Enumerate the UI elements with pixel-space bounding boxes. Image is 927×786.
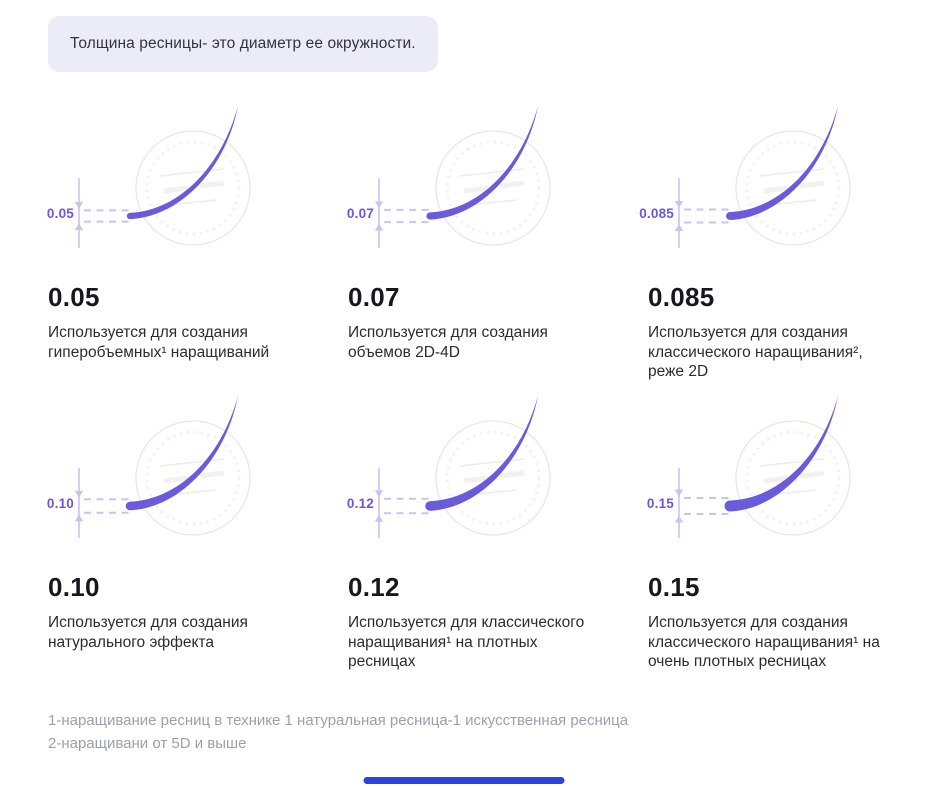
measure-arrow-down-icon <box>74 201 84 209</box>
thickness-description: Используется для создания классического … <box>648 324 863 381</box>
thickness-card-0085: 0.085 <box>639 90 927 381</box>
thickness-card-010: 0.10 <box>47 380 328 670</box>
lash-stroke <box>130 396 238 511</box>
lash-base-cap <box>125 501 135 511</box>
lash-stroke <box>430 396 538 511</box>
thickness-card-012: 0.12 <box>347 380 628 671</box>
header-note: Толщина ресницы- это диаметр ее окружнос… <box>48 16 438 72</box>
measure-arrow-down-icon <box>374 201 384 209</box>
lash-curve-graphic <box>374 396 551 538</box>
lash-curve-graphic <box>674 106 851 248</box>
thickness-measure-label: 0.07 <box>346 206 374 221</box>
thickness-description: Используется для классического наращиван… <box>348 614 585 671</box>
measure-arrow-up-icon <box>74 514 84 522</box>
lash-base-cap <box>426 212 434 220</box>
footnote-1: 1-наращивание ресниц в технике 1 натурал… <box>48 712 629 729</box>
thickness-card-005: 0.05 <box>47 90 328 380</box>
thickness-description: Используется для создания классического … <box>648 614 880 671</box>
measure-arrow-up-icon <box>374 514 384 522</box>
lash-stroke <box>730 396 838 512</box>
measure-arrow-down-icon <box>74 490 84 498</box>
thickness-measure-label: 0.15 <box>646 496 674 511</box>
watermark-stamp-icon <box>135 420 251 536</box>
lash-base-cap <box>724 500 736 512</box>
lash-diagram: 0.085 <box>639 90 916 268</box>
lash-curve-graphic <box>74 106 251 248</box>
lash-stroke <box>430 106 538 220</box>
lash-base-cap <box>425 501 435 511</box>
thickness-description: Используется для создания гиперобъемных¹… <box>48 324 270 361</box>
thickness-heading: 0.05 <box>48 282 100 312</box>
thickness-measure-label: 0.12 <box>346 496 374 511</box>
lash-base-cap <box>126 212 134 220</box>
footnotes: 1-наращивание ресниц в технике 1 натурал… <box>48 710 628 755</box>
measure-arrow-down-icon <box>674 201 684 209</box>
measure-arrow-up-icon <box>674 223 684 231</box>
thickness-heading: 0.12 <box>348 572 400 602</box>
lash-diagram: 0.07 <box>347 90 616 268</box>
lash-base-cap <box>726 212 734 220</box>
lash-curve-graphic <box>674 396 851 538</box>
measure-arrow-up-icon <box>374 223 384 231</box>
watermark-stamp-icon <box>735 130 851 246</box>
lash-curve-graphic <box>74 396 251 538</box>
lash-diagram: 0.10 <box>47 380 316 558</box>
thickness-measure-label: 0.10 <box>46 496 74 511</box>
measure-arrow-down-icon <box>374 490 384 498</box>
measure-arrow-up-icon <box>674 515 684 523</box>
lash-curve-graphic <box>374 106 551 248</box>
thickness-heading: 0.085 <box>648 282 715 312</box>
lash-stroke <box>130 106 238 220</box>
lash-diagram: 0.15 <box>647 380 916 558</box>
thickness-heading: 0.07 <box>348 282 400 312</box>
watermark-stamp-icon <box>735 420 851 536</box>
thickness-measure-label: 0.085 <box>639 206 674 221</box>
watermark-stamp-icon <box>135 130 251 246</box>
bottom-accent-bar <box>363 777 564 784</box>
thickness-description: Используется для создания натурального э… <box>48 614 248 651</box>
thickness-heading: 0.15 <box>648 572 700 602</box>
thickness-measure-label: 0.05 <box>46 206 74 221</box>
thickness-card-015: 0.15 <box>647 380 927 671</box>
measure-arrow-up-icon <box>74 223 84 231</box>
thickness-heading: 0.10 <box>48 572 100 602</box>
lash-diagram: 0.12 <box>347 380 616 558</box>
lash-stroke <box>730 106 838 220</box>
header-note-text: Толщина ресницы- это диаметр ее окружнос… <box>70 35 416 52</box>
footnote-2: 2-наращивани от 5D и выше <box>48 734 247 752</box>
thickness-description: Используется для создания объемов 2D-4D <box>348 324 548 361</box>
thickness-grid: 0.05 <box>47 90 927 671</box>
lash-diagram: 0.05 <box>47 90 316 268</box>
measure-arrow-down-icon <box>674 489 684 497</box>
thickness-card-007: 0.07 <box>347 90 628 380</box>
watermark-stamp-icon <box>435 130 551 246</box>
